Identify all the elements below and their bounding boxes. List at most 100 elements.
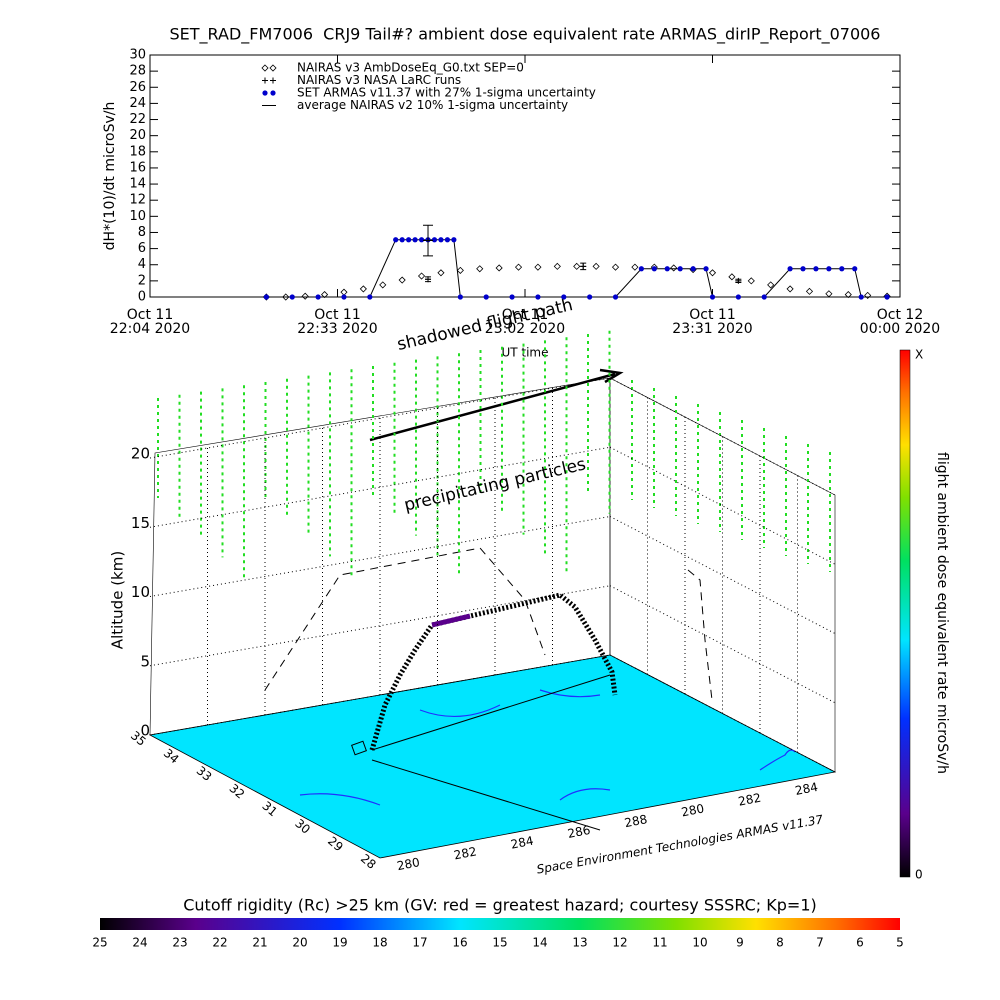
y-tick-label: 26 (129, 80, 146, 95)
chart-title: SET_RAD_FM7006 CRJ9 Tail#? ambient dose … (170, 25, 881, 45)
grid-line (149, 516, 611, 597)
marker-diamond (340, 288, 348, 296)
marker-dot (852, 266, 858, 272)
marker-dot (451, 237, 457, 243)
marker-plus (735, 277, 742, 284)
marker-diamond (456, 266, 464, 274)
marker-dot (884, 294, 890, 300)
rigidity-tick-label: 18 (372, 936, 387, 950)
rigidity-tick-label: 20 (292, 936, 307, 950)
marker-diamond (495, 264, 503, 272)
x-axis-label: UT time (501, 346, 548, 360)
marker-diamond (553, 262, 561, 270)
marker-diamond (631, 263, 639, 271)
rigidity-tick-label: 17 (412, 936, 427, 950)
rigidity-tick-label: 24 (132, 936, 147, 950)
grid-line (149, 446, 611, 528)
y-tick-label: 18 (129, 144, 146, 159)
marker-dot (509, 294, 515, 300)
x-tick-label: 00:00 2020 (860, 321, 940, 337)
y-tick-label: 30 (129, 48, 146, 63)
marker-dot (535, 294, 541, 300)
marker-dot (399, 237, 405, 243)
z-axis-label: Altitude (km) (109, 551, 127, 649)
marker-diamond (573, 262, 581, 270)
rigidity-tick-label: 22 (212, 936, 227, 950)
z-tick-label: 15 (131, 514, 150, 532)
grid-line (609, 516, 836, 634)
marker-dot (263, 294, 269, 300)
marker-dot (651, 266, 657, 272)
marker-dot (406, 237, 412, 243)
legend-symbol (261, 64, 269, 72)
x-tick-label: 22:04 2020 (110, 321, 190, 337)
marker-dot (735, 294, 741, 300)
marker-diamond (321, 291, 329, 299)
marker-dot (638, 266, 644, 272)
flight-path (369, 592, 618, 751)
x-tick-label: 22:33 2020 (297, 321, 377, 337)
y-tick-label: 10 (129, 209, 146, 224)
y-tick-label: 24 (129, 96, 146, 111)
marker-dot (690, 266, 696, 272)
rigidity-tick-label: 11 (652, 936, 667, 950)
lon-tick-label: 280 (396, 855, 421, 873)
marker-diamond (592, 262, 600, 270)
marker-dot (418, 237, 425, 243)
marker-dot (315, 294, 321, 300)
rigidity-tick-label: 7 (816, 936, 824, 950)
marker-diamond (437, 269, 445, 277)
y-tick-label: 0 (138, 290, 146, 305)
marker-dot (367, 294, 373, 300)
ground-track (371, 674, 611, 831)
rigidity-tick-label: 19 (332, 936, 347, 950)
lon-tick-label: 284 (794, 780, 819, 798)
dose-colorbar (899, 349, 911, 878)
marker-diamond (825, 290, 833, 298)
rigidity-tick-label: 23 (172, 936, 187, 950)
y-tick-label: 20 (129, 128, 146, 143)
y-tick-label: 4 (138, 257, 146, 272)
rigidity-tick-label: 12 (612, 936, 627, 950)
wall-projection (687, 569, 713, 701)
marker-diamond (417, 272, 426, 280)
marker-diamond (767, 281, 775, 289)
dose-colorbar-label: 0 (915, 868, 923, 882)
marker-diamond (747, 277, 755, 285)
dose-colorbar-label: X (915, 348, 923, 362)
marker-diamond (476, 265, 484, 273)
series-line (266, 239, 888, 298)
rigidity-tick-label: 8 (776, 936, 784, 950)
marker-dot (703, 266, 709, 272)
y-axis-label: dH*(10)/dt microSv/h (102, 102, 118, 251)
x-tick-label: Oct 12 (877, 307, 923, 323)
particles (157, 330, 831, 578)
marker-diamond (670, 264, 678, 272)
marker-dot (761, 294, 767, 300)
z-tick-label: 5 (140, 652, 150, 670)
marker-dot (431, 237, 438, 243)
legend-symbol (270, 90, 276, 96)
y-tick-label: 16 (129, 160, 146, 175)
shadow-arrow (369, 368, 624, 442)
flight-path-dose (431, 613, 471, 628)
legend-label: SET ARMAS v11.37 with 27% 1-sigma uncert… (297, 86, 596, 100)
marker-dot (612, 294, 619, 300)
rigidity-title: Cutoff rigidity (Rc) >25 km (GV: red = g… (183, 896, 817, 915)
rigidity-tick-label: 10 (692, 936, 707, 950)
marker-dot (393, 237, 399, 243)
marker-dot (587, 294, 593, 300)
marker-diamond (301, 292, 309, 300)
start-box (351, 740, 367, 756)
marker-diamond (864, 291, 872, 299)
z-tick-label: 20 (131, 445, 150, 463)
legend-symbol (269, 64, 277, 72)
marker-dot (858, 294, 864, 300)
y-tick-label: 6 (138, 241, 146, 256)
marker-dot (289, 294, 295, 300)
rigidity-tick-label: 15 (492, 936, 507, 950)
rigidity-tick-label: 6 (856, 936, 864, 950)
legend-symbol (262, 90, 268, 96)
y-tick-label: 2 (138, 273, 146, 288)
marker-dot (813, 266, 819, 272)
